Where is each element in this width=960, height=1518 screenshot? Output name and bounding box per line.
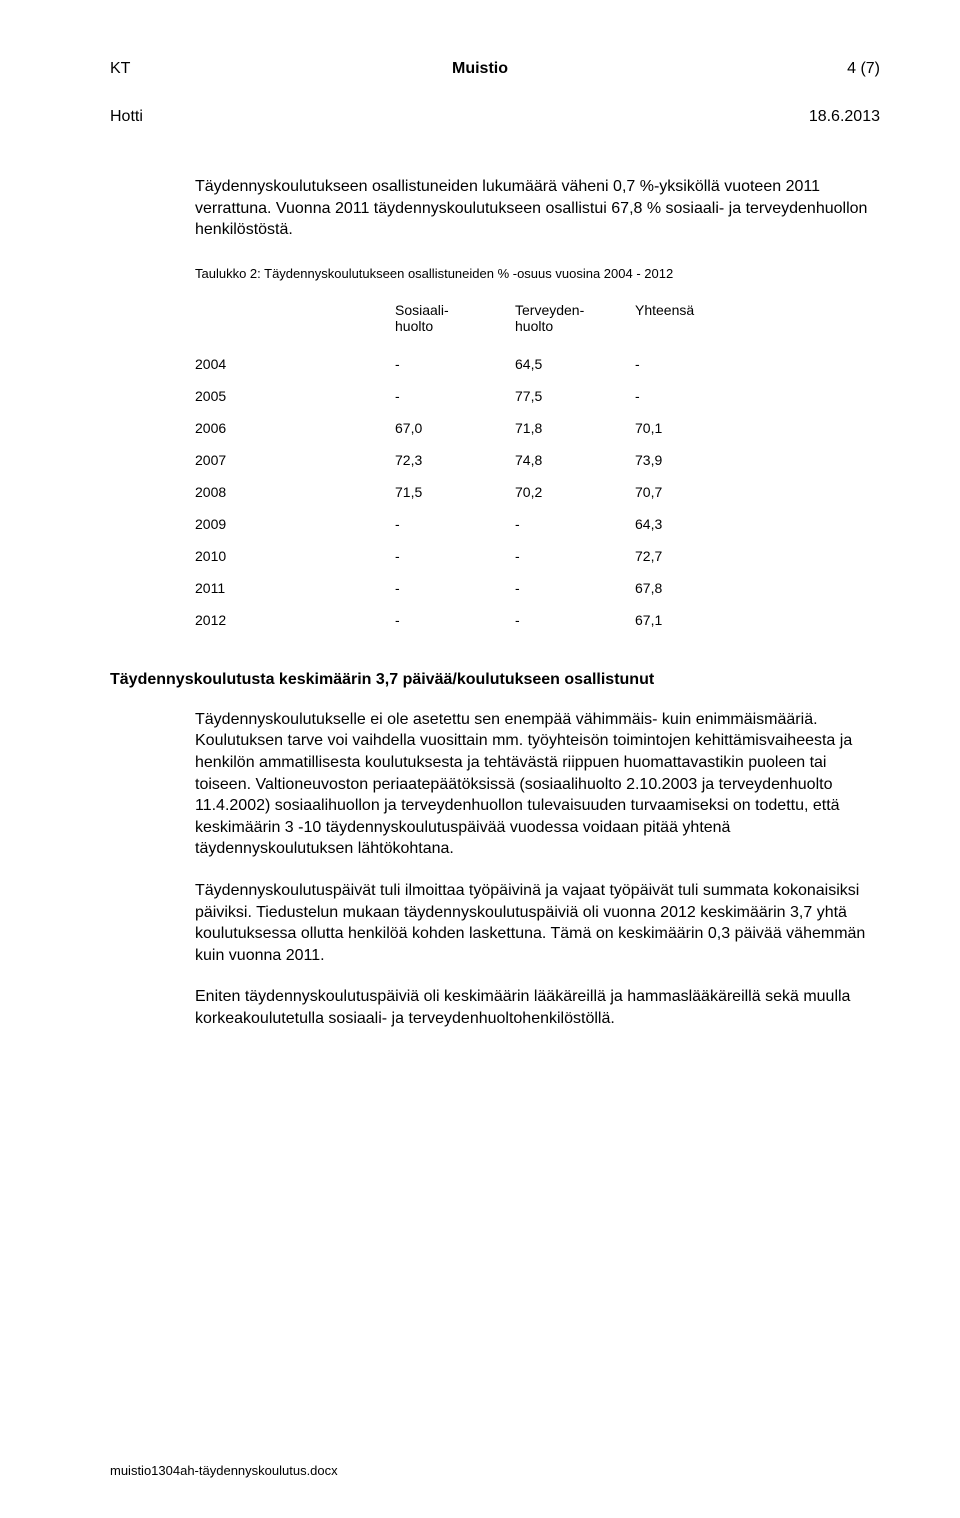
table-header-cell: Terveyden-huolto (515, 296, 635, 348)
table-cell: - (515, 604, 635, 636)
table-cell: 2005 (195, 380, 395, 412)
table-cell: - (395, 572, 515, 604)
table-cell: 64,3 (635, 508, 755, 540)
table-cell: - (395, 380, 515, 412)
table-row: 2012--67,1 (195, 604, 755, 636)
table-cell: 67,0 (395, 412, 515, 444)
table-cell: 72,3 (395, 444, 515, 476)
participation-table: Sosiaali-huolto Terveyden-huolto Yhteens… (195, 296, 755, 636)
table-cell: - (395, 540, 515, 572)
table-row: 2011--67,8 (195, 572, 755, 604)
table-row: 2004-64,5- (195, 348, 755, 380)
header-date: 18.6.2013 (809, 108, 880, 126)
table-cell: 2009 (195, 508, 395, 540)
table-header-cell: Yhteensä (635, 296, 755, 348)
table-row: 200667,071,870,1 (195, 412, 755, 444)
table-cell: 2004 (195, 348, 395, 380)
body-paragraph: Eniten täydennyskoulutuspäiviä oli keski… (195, 986, 880, 1029)
table-cell: 71,5 (395, 476, 515, 508)
table-header-row: Sosiaali-huolto Terveyden-huolto Yhteens… (195, 296, 755, 348)
header-row: KT Muistio 4 (7) (110, 60, 880, 78)
table-cell: - (515, 508, 635, 540)
table-row: 2005-77,5- (195, 380, 755, 412)
table-caption: Taulukko 2: Täydennyskoulutukseen osalli… (195, 266, 880, 281)
header-author: Hotti (110, 108, 143, 126)
table-cell: 72,7 (635, 540, 755, 572)
page-container: KT Muistio 4 (7) Hotti 18.6.2013 Täydenn… (0, 0, 960, 1090)
table-row: 200871,570,270,7 (195, 476, 755, 508)
header-left: KT (110, 60, 130, 78)
table-cell: 2010 (195, 540, 395, 572)
section-heading: Täydennyskoulutusta keskimäärin 3,7 päiv… (110, 671, 880, 689)
table-cell: - (515, 572, 635, 604)
table-header-cell (195, 296, 395, 348)
table-header-cell: Sosiaali-huolto (395, 296, 515, 348)
table-cell: 71,8 (515, 412, 635, 444)
table-cell: - (395, 604, 515, 636)
table-row: 2009--64,3 (195, 508, 755, 540)
table-cell: - (395, 348, 515, 380)
table-cell: 2011 (195, 572, 395, 604)
table-cell: - (635, 380, 755, 412)
table-cell: 2008 (195, 476, 395, 508)
body-paragraph: Täydennyskoulutuspäivät tuli ilmoittaa t… (195, 880, 880, 966)
body-paragraph: Täydennyskoulutukselle ei ole asetettu s… (195, 709, 880, 860)
table-cell: 2012 (195, 604, 395, 636)
table-row: 2010--72,7 (195, 540, 755, 572)
table-cell: 70,2 (515, 476, 635, 508)
table-cell: 64,5 (515, 348, 635, 380)
table-cell: 67,1 (635, 604, 755, 636)
subheader-row: Hotti 18.6.2013 (110, 108, 880, 126)
footer-filename: muistio1304ah-täydennyskoulutus.docx (110, 1463, 338, 1478)
intro-paragraph: Täydennyskoulutukseen osallistuneiden lu… (195, 176, 880, 241)
table-cell: 2006 (195, 412, 395, 444)
table-cell: - (515, 540, 635, 572)
table-cell: 67,8 (635, 572, 755, 604)
table-row: 200772,374,873,9 (195, 444, 755, 476)
table-cell: 77,5 (515, 380, 635, 412)
header-center: Muistio (452, 60, 508, 78)
table-cell: 73,9 (635, 444, 755, 476)
table-cell: 74,8 (515, 444, 635, 476)
header-right: 4 (7) (847, 60, 880, 78)
table-cell: - (395, 508, 515, 540)
table-cell: - (635, 348, 755, 380)
table-cell: 70,1 (635, 412, 755, 444)
table-cell: 2007 (195, 444, 395, 476)
table-cell: 70,7 (635, 476, 755, 508)
